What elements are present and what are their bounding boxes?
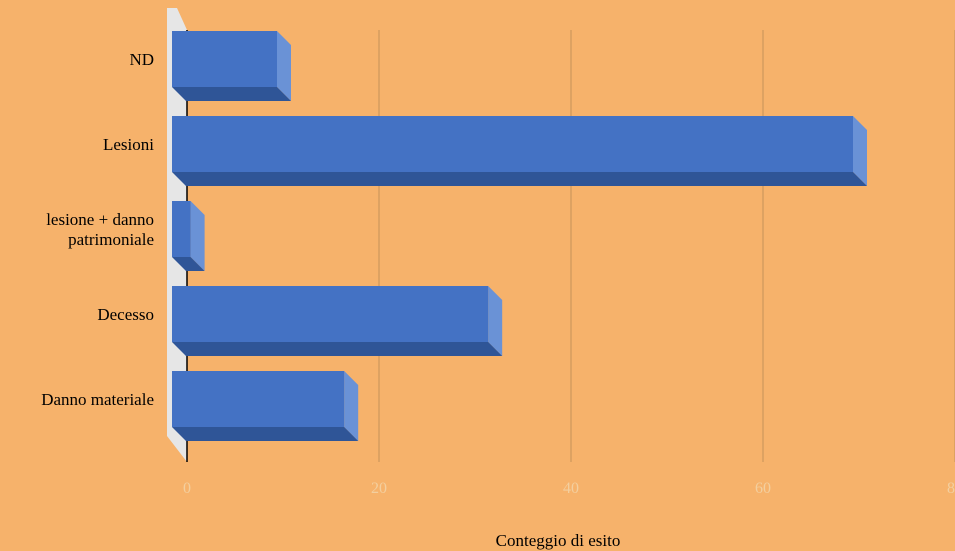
bar-end-face <box>190 201 205 271</box>
bar[interactable] <box>172 371 345 427</box>
x-tick-label: 60 <box>755 480 771 497</box>
bar-end-face <box>853 116 867 186</box>
bar-bottom-face <box>172 342 503 356</box>
y-category-label: ND <box>129 50 154 69</box>
bar-end-face <box>344 371 359 441</box>
x-tick-label: 80 <box>947 480 955 497</box>
bar[interactable] <box>172 116 853 172</box>
x-tick-label: 0 <box>183 480 191 497</box>
bar[interactable] <box>172 286 489 342</box>
bar[interactable] <box>172 31 277 87</box>
x-tick-label: 20 <box>371 480 387 497</box>
y-category-label: Danno materiale <box>41 390 154 409</box>
x-tick-label: 40 <box>563 480 579 497</box>
bar-bottom-face <box>172 87 291 101</box>
bar[interactable] <box>172 201 191 257</box>
x-axis-title: Conteggio di esito <box>496 531 621 550</box>
bar-bottom-face <box>172 172 867 186</box>
y-category-label: Lesioni <box>103 135 154 154</box>
bar-bottom-face <box>172 427 359 441</box>
y-category-label: lesione + danno patrimoniale <box>46 210 154 249</box>
y-category-label: Decesso <box>97 305 154 324</box>
bar-end-face <box>277 31 291 101</box>
bar-bottom-face <box>172 257 205 271</box>
bar-end-face <box>488 286 503 356</box>
